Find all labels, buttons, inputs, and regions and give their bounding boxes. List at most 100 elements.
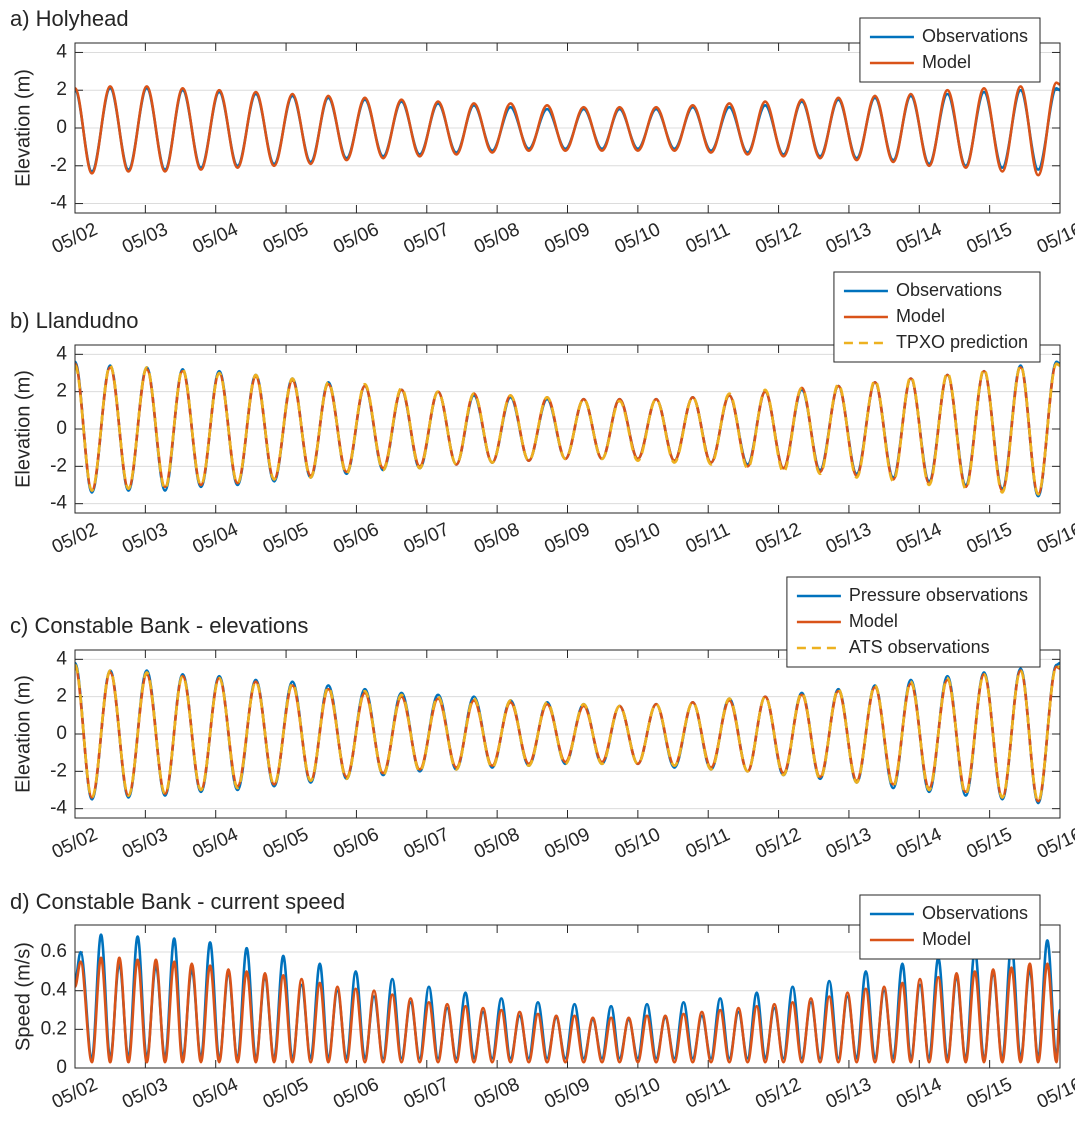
y-tick-label: -4 bbox=[50, 193, 67, 214]
legend: Pressure observations Model ATS observatio… bbox=[786, 576, 1041, 668]
y-tick-label: 0.6 bbox=[41, 941, 67, 962]
series-line bbox=[75, 81, 1060, 177]
x-tick-label: 05/16 bbox=[1034, 824, 1075, 863]
x-tick-label: 05/13 bbox=[823, 1074, 875, 1113]
x-tick-label: 05/08 bbox=[471, 1074, 523, 1113]
y-tick-label: 0 bbox=[56, 418, 67, 439]
legend: Observations Model bbox=[859, 894, 1041, 960]
panel: -4 -2 0 2 4 05/02 05/03 05/04 05/05 05/06 05/07 05/… bbox=[10, 271, 1075, 558]
x-tick-label: 05/03 bbox=[119, 519, 171, 558]
legend-label: Observations bbox=[922, 26, 1028, 46]
x-tick-label: 05/05 bbox=[260, 519, 312, 558]
y-tick-label: 2 bbox=[56, 79, 67, 100]
x-tick-label: 05/15 bbox=[963, 824, 1015, 863]
x-tick-label: 05/14 bbox=[893, 219, 945, 258]
x-tick-label: 05/05 bbox=[260, 219, 312, 258]
y-tick-label: 4 bbox=[56, 41, 67, 62]
legend-label: ATS observations bbox=[849, 637, 990, 657]
y-tick-label: 0 bbox=[56, 1057, 67, 1078]
x-tick-label: 05/09 bbox=[541, 219, 593, 258]
x-tick-label: 05/06 bbox=[330, 1074, 382, 1113]
panel-title: c) Constable Bank - elevations bbox=[10, 613, 308, 638]
y-axis-label: Elevation (m) bbox=[12, 675, 34, 793]
x-tick-label: 05/05 bbox=[260, 1074, 312, 1113]
x-tick-label: 05/09 bbox=[541, 824, 593, 863]
x-tick-label: 05/10 bbox=[612, 519, 664, 558]
legend-box bbox=[859, 17, 1041, 83]
y-tick-label: 4 bbox=[56, 648, 67, 669]
y-tick-label: -2 bbox=[50, 760, 67, 781]
legend-label: Pressure observations bbox=[849, 585, 1028, 605]
x-tick-label: 05/11 bbox=[683, 824, 734, 863]
x-tick-label: 05/02 bbox=[49, 219, 101, 258]
x-tick-label: 05/12 bbox=[752, 824, 804, 863]
x-tick-label: 05/09 bbox=[541, 519, 593, 558]
y-tick-label: 0.2 bbox=[41, 1018, 67, 1039]
legend-label: Observations bbox=[922, 903, 1028, 923]
x-tick-label: 05/11 bbox=[683, 519, 734, 558]
series-line bbox=[75, 663, 1060, 803]
legend-label: Model bbox=[922, 929, 971, 949]
x-tick-label: 05/02 bbox=[49, 1074, 101, 1113]
legend-label: TPXO prediction bbox=[896, 332, 1028, 352]
x-tick-label: 05/10 bbox=[612, 824, 664, 863]
x-tick-label: 05/12 bbox=[752, 219, 804, 258]
x-tick-label: 05/11 bbox=[683, 219, 734, 258]
x-tick-label: 05/06 bbox=[330, 219, 382, 258]
legend: Observations Model TPXO prediction bbox=[833, 271, 1041, 363]
x-tick-label: 05/13 bbox=[823, 219, 875, 258]
x-tick-label: 05/12 bbox=[752, 1074, 804, 1113]
x-tick-label: 05/14 bbox=[893, 1074, 945, 1113]
panel-title: d) Constable Bank - current speed bbox=[10, 889, 345, 914]
x-tick-label: 05/06 bbox=[330, 824, 382, 863]
x-tick-label: 05/14 bbox=[893, 519, 945, 558]
x-tick-label: 05/03 bbox=[119, 219, 171, 258]
y-tick-label: 2 bbox=[56, 381, 67, 402]
y-axis-label: Elevation (m) bbox=[12, 69, 34, 187]
legend: Observations Model bbox=[859, 17, 1041, 83]
panel: -4 -2 0 2 4 05/02 05/03 05/04 05/05 05/06 05/07 05/… bbox=[10, 576, 1075, 863]
x-tick-label: 05/08 bbox=[471, 824, 523, 863]
x-tick-label: 05/04 bbox=[190, 824, 242, 863]
panel: 0 0.2 0.4 0.6 05/02 05/03 05/04 05/05 05/06 05/07… bbox=[10, 889, 1075, 1113]
legend-label: Model bbox=[896, 306, 945, 326]
panel-title: a) Holyhead bbox=[10, 6, 129, 31]
y-tick-label: -2 bbox=[50, 155, 67, 176]
x-tick-label: 05/07 bbox=[401, 519, 453, 558]
y-tick-label: 0 bbox=[56, 117, 67, 138]
y-tick-label: 2 bbox=[56, 686, 67, 707]
y-tick-label: -4 bbox=[50, 798, 67, 819]
x-tick-label: 05/04 bbox=[190, 519, 242, 558]
x-tick-label: 05/04 bbox=[190, 1074, 242, 1113]
y-tick-label: 0.4 bbox=[41, 980, 68, 1001]
x-tick-label: 05/07 bbox=[401, 824, 453, 863]
x-tick-label: 05/06 bbox=[330, 519, 382, 558]
x-tick-label: 05/03 bbox=[119, 824, 171, 863]
y-axis-label: Speed (m/s) bbox=[12, 942, 34, 1051]
y-tick-label: -4 bbox=[50, 493, 67, 514]
x-tick-label: 05/07 bbox=[401, 219, 453, 258]
x-tick-label: 05/15 bbox=[963, 219, 1015, 258]
y-tick-label: 0 bbox=[56, 723, 67, 744]
x-tick-label: 05/12 bbox=[752, 519, 804, 558]
x-tick-label: 05/02 bbox=[49, 519, 101, 558]
series-line bbox=[75, 956, 1060, 1064]
x-tick-label: 05/02 bbox=[49, 824, 101, 863]
y-axis-label: Elevation (m) bbox=[12, 370, 34, 488]
x-tick-label: 05/13 bbox=[823, 519, 875, 558]
x-tick-label: 05/08 bbox=[471, 519, 523, 558]
legend-box bbox=[859, 894, 1041, 960]
plot-frame bbox=[74, 649, 1061, 819]
x-tick-label: 05/10 bbox=[612, 1074, 664, 1113]
x-tick-label: 05/16 bbox=[1034, 519, 1075, 558]
panel: -4 -2 0 2 4 05/02 05/03 05/04 05/05 05/06 05/07 05/… bbox=[10, 6, 1075, 258]
x-tick-label: 05/11 bbox=[683, 1074, 734, 1113]
x-tick-label: 05/16 bbox=[1034, 219, 1075, 258]
plot-frame bbox=[74, 42, 1061, 214]
x-tick-label: 05/15 bbox=[963, 519, 1015, 558]
x-tick-label: 05/07 bbox=[401, 1074, 453, 1113]
legend-label: Model bbox=[922, 52, 971, 72]
x-tick-label: 05/04 bbox=[190, 219, 242, 258]
legend-label: Observations bbox=[896, 280, 1002, 300]
